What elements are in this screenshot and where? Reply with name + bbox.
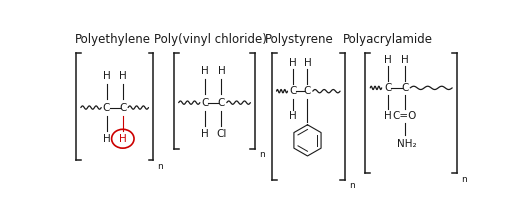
Text: C: C <box>304 86 311 96</box>
Text: H: H <box>119 134 127 144</box>
Text: NH₂: NH₂ <box>397 139 417 149</box>
Text: H: H <box>119 71 127 81</box>
Text: H: H <box>103 71 110 81</box>
Text: H: H <box>289 111 297 121</box>
Text: n: n <box>461 175 467 184</box>
Text: Polyethylene: Polyethylene <box>75 33 150 46</box>
Text: n: n <box>349 181 355 190</box>
Text: Polystyrene: Polystyrene <box>265 33 333 46</box>
Text: C: C <box>289 86 297 96</box>
Text: H: H <box>201 66 209 76</box>
Text: H: H <box>289 58 297 68</box>
Text: C: C <box>119 103 127 112</box>
Text: H: H <box>384 111 392 121</box>
Text: C: C <box>201 98 209 108</box>
Text: H: H <box>304 58 311 68</box>
Text: C: C <box>384 83 391 93</box>
Text: H: H <box>218 66 225 76</box>
Text: C=O: C=O <box>393 111 417 121</box>
Text: C: C <box>103 103 110 112</box>
Text: C: C <box>401 83 409 93</box>
Text: H: H <box>201 129 209 139</box>
Text: H: H <box>384 55 392 65</box>
Text: n: n <box>259 150 265 159</box>
Text: H: H <box>401 55 409 65</box>
Text: C: C <box>218 98 225 108</box>
Text: n: n <box>157 162 163 171</box>
Text: Polyacrylamide: Polyacrylamide <box>343 33 433 46</box>
Text: H: H <box>103 134 110 144</box>
Text: Poly(vinyl chloride): Poly(vinyl chloride) <box>154 33 267 46</box>
Text: Cl: Cl <box>216 129 227 139</box>
